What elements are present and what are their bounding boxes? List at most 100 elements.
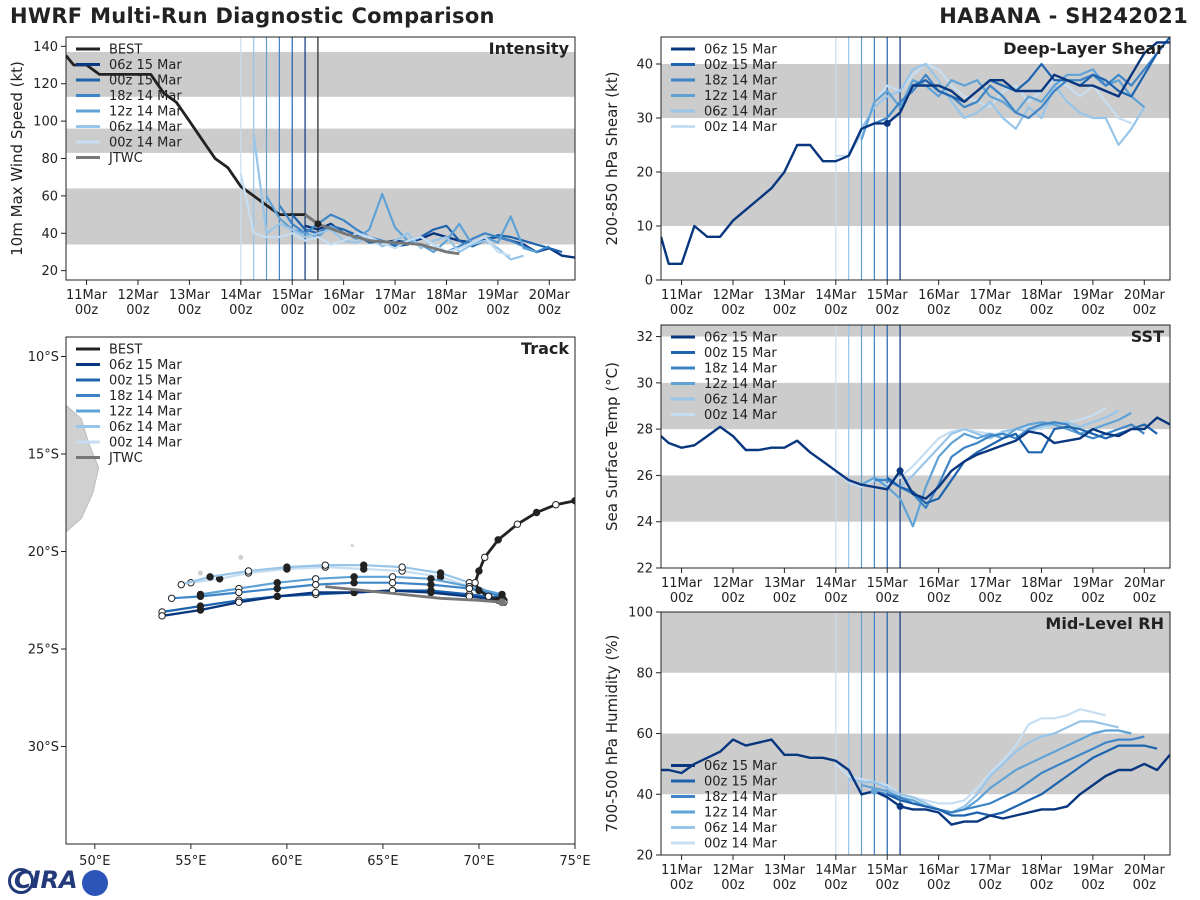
track-position-marker: [484, 592, 493, 601]
legend-label: 00z 15 Mar: [704, 58, 777, 73]
legend-label: 06z 14 Mar: [704, 393, 777, 408]
track-position-marker: [235, 598, 243, 606]
track-position-marker: [273, 592, 281, 601]
x-tick-label-hour: 00z: [670, 878, 694, 893]
series-line-06z-15-mar: [661, 416, 1170, 500]
track-position-marker: [235, 588, 243, 597]
x-tick-label-hour: 00z: [978, 878, 1002, 893]
x-tick-label-hour: 00z: [876, 878, 900, 893]
x-tick-label-day: 18Mar: [426, 288, 468, 303]
lon-tick-label: 75°E: [559, 854, 590, 869]
y-tick-label: 0: [645, 274, 653, 289]
panel-rh: 2040608010011Mar00z12Mar00z13Mar00z14Mar…: [603, 606, 1171, 893]
x-tick-label-hour: 00z: [721, 303, 745, 318]
x-tick-label-hour: 00z: [178, 303, 202, 318]
threshold-band: [661, 325, 1170, 337]
x-tick-label-day: 16Mar: [918, 288, 960, 303]
panel-shear: 01020304011Mar00z12Mar00z13Mar00z14Mar00…: [603, 36, 1171, 318]
track-position-marker: [398, 563, 406, 571]
x-tick-label-hour: 00z: [670, 303, 694, 318]
x-tick-label-hour: 00z: [1133, 878, 1157, 893]
track-position-marker: [206, 573, 214, 581]
track-position-marker: [283, 563, 291, 571]
x-tick-label-day: 17Mar: [970, 288, 1012, 303]
track-line-best: [473, 499, 575, 604]
y-tick-label: 40: [41, 227, 58, 242]
x-tick-label-hour: 00z: [978, 591, 1002, 606]
legend-label: BEST: [109, 343, 142, 358]
x-tick-label-day: 14Mar: [220, 288, 262, 303]
x-tick-label-day: 15Mar: [867, 576, 909, 591]
x-tick-label-hour: 00z: [927, 591, 951, 606]
x-tick-label-day: 16Mar: [918, 863, 960, 878]
legend-label: 00z 15 Mar: [704, 775, 777, 790]
x-tick-label-day: 13Mar: [169, 288, 211, 303]
threshold-band: [66, 128, 575, 153]
x-tick-label-day: 11Mar: [661, 288, 703, 303]
x-tick-label-day: 17Mar: [375, 288, 417, 303]
sst-frame: [660, 324, 1171, 569]
legend-label: 18z 14 Mar: [704, 74, 777, 89]
legend-label: 00z 14 Mar: [109, 136, 182, 151]
lon-tick-label: 60°E: [271, 854, 302, 869]
track-position-marker: [321, 561, 330, 569]
track-position-marker: [167, 594, 176, 602]
legend-label: 06z 14 Mar: [109, 420, 182, 435]
y-tick-label: 100: [628, 606, 653, 621]
sst-y-axis-label: Sea Surface Temp (°C): [603, 362, 621, 531]
shear-panel-title: Deep-Layer Shear: [1003, 39, 1164, 58]
track-position-marker: [360, 561, 368, 569]
track-position-marker: [177, 580, 185, 589]
x-tick-label-hour: 00z: [281, 303, 305, 318]
legend-label: JTWC: [108, 151, 143, 166]
x-tick-label-day: 15Mar: [272, 288, 314, 303]
x-tick-label-day: 19Mar: [1072, 288, 1114, 303]
y-tick-label: 80: [636, 666, 653, 681]
x-tick-label-day: 11Mar: [66, 288, 108, 303]
series-line-00z-15-mar: [886, 744, 1158, 817]
x-tick-label-hour: 00z: [435, 303, 459, 318]
sst-plot-area: [661, 325, 1170, 568]
rodrigues-island: [350, 544, 354, 548]
y-tick-label: 30: [636, 112, 653, 127]
track-position-marker: [471, 579, 479, 587]
cira-ring-icon: [8, 868, 34, 894]
track-position-marker: [513, 520, 522, 528]
track-line-06z-14-mar: [180, 563, 499, 598]
y-tick-label: 20: [636, 166, 653, 181]
track-position-marker: [311, 588, 320, 597]
track-position-marker: [532, 508, 541, 517]
series-line-jtwc: [304, 213, 460, 256]
legend-label: 06z 14 Mar: [704, 105, 777, 120]
x-tick-label-hour: 00z: [486, 303, 510, 318]
legend-label: 00z 14 Mar: [704, 837, 777, 852]
track-position-marker: [273, 584, 281, 593]
x-tick-label-day: 13Mar: [764, 288, 806, 303]
y-tick-label: 26: [636, 469, 653, 484]
x-tick-label-day: 18Mar: [1021, 863, 1063, 878]
legend-label: 06z 15 Mar: [704, 43, 777, 58]
panel-sst: 22242628303211Mar00z12Mar00z13Mar00z14Ma…: [603, 324, 1171, 606]
x-tick-label-day: 12Mar: [712, 288, 754, 303]
y-tick-label: 30: [636, 376, 653, 391]
x-tick-label-hour: 00z: [1030, 591, 1054, 606]
x-tick-label-day: 14Mar: [815, 288, 857, 303]
x-tick-label-day: 16Mar: [918, 576, 960, 591]
rh-y-axis-label: 700-500 hPa Humidity (%): [603, 634, 621, 832]
series-line-06z-14-mar: [848, 720, 1119, 814]
x-tick-label-hour: 00z: [538, 303, 562, 318]
x-tick-label-hour: 00z: [721, 591, 745, 606]
series-line-06z-15-mar: [661, 738, 1170, 826]
panel-intensity: 2040608010012014011Mar00z12Mar00z13Mar00…: [8, 36, 576, 318]
threshold-band: [661, 475, 1170, 522]
track-line-00z-14-mar: [190, 565, 499, 598]
x-tick-label-hour: 00z: [332, 303, 356, 318]
x-tick-label-hour: 00z: [824, 591, 848, 606]
x-tick-label-day: 12Mar: [712, 576, 754, 591]
series-line-06z-14-mar: [252, 134, 524, 261]
track-position-marker: [158, 612, 166, 620]
